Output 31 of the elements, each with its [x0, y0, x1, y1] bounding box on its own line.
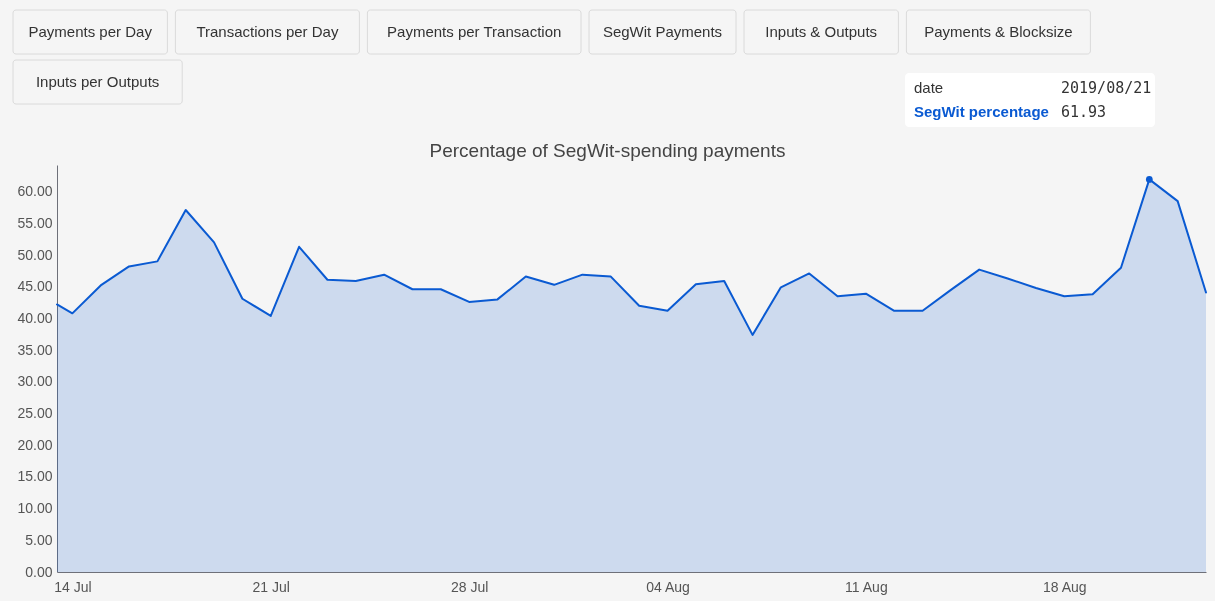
y-tick-label: 15.00	[17, 468, 53, 485]
y-tick-label: 40.00	[17, 309, 53, 326]
y-tick-label: 5.00	[25, 531, 53, 548]
text: Inputs per Outputs	[35, 73, 160, 90]
y-tick-label: 60.00	[17, 183, 53, 200]
text: Transactions per Day	[196, 23, 339, 40]
x-tick-label: 21 Jul	[252, 578, 290, 595]
x-tick-label: 28 Jul	[450, 578, 489, 595]
y-tick-label: 35.00	[17, 341, 53, 358]
y-tick-label: 20.00	[17, 436, 53, 453]
text: 2019/08/21	[1061, 79, 1152, 97]
y-tick-label: 50.00	[17, 246, 53, 263]
text: date	[914, 79, 944, 96]
y-tick-label: 25.00	[17, 405, 53, 422]
y-tick-label: 0.00	[25, 563, 53, 580]
chart-title: Percentage of SegWit-spending payments	[429, 140, 786, 161]
x-tick-label: 04 Aug	[646, 578, 690, 595]
text: Payments & Blocksize	[924, 23, 1073, 40]
text: Payments per Transaction	[387, 23, 562, 40]
text: 61.93	[1061, 103, 1107, 121]
x-tick-label: 18 Aug	[1042, 578, 1087, 595]
text: Payments per Day	[28, 23, 153, 40]
text: Inputs & Outputs	[765, 23, 878, 40]
text: SegWit percentage	[914, 103, 1049, 120]
x-tick-label: 14 Jul	[54, 578, 92, 595]
y-tick-label: 30.00	[17, 373, 53, 390]
y-tick-label: 10.00	[17, 500, 53, 517]
y-tick-label: 55.00	[17, 214, 53, 231]
y-tick-label: 45.00	[17, 278, 53, 295]
text: SegWit Payments	[602, 23, 723, 40]
x-tick-label: 11 Aug	[845, 578, 888, 595]
